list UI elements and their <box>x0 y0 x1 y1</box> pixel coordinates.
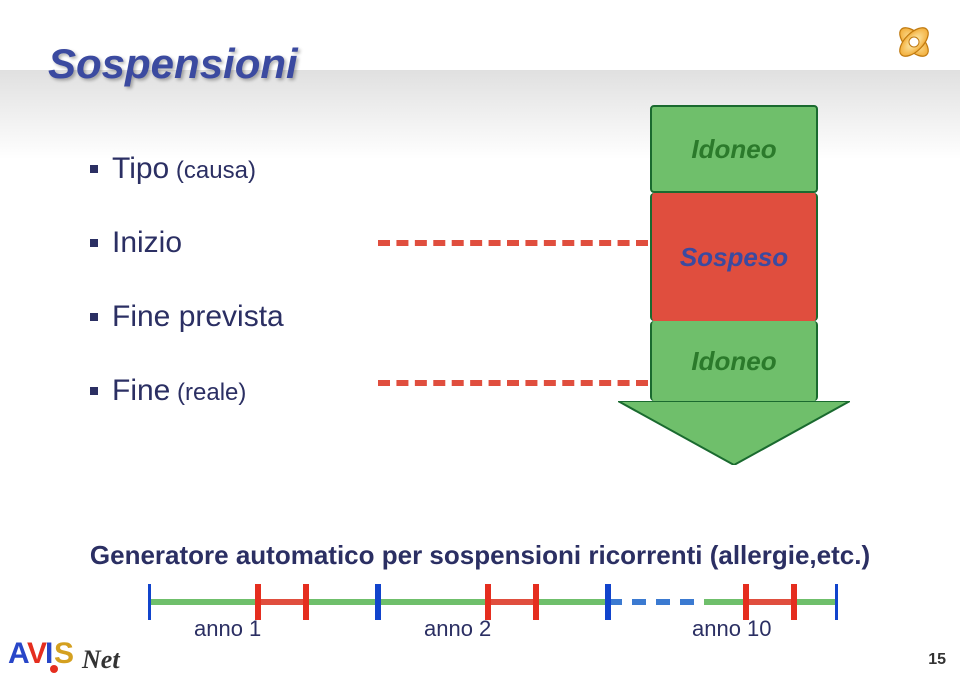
logo-mark-icon: A V I S <box>8 631 80 675</box>
year-label: anno 10 <box>692 616 772 642</box>
svg-text:S: S <box>54 637 74 670</box>
logo: A V I S Net <box>8 631 120 675</box>
bullet-text: Tipo <box>112 152 169 185</box>
status-idoneo-bottom: Idoneo <box>650 321 818 401</box>
svg-text:I: I <box>45 637 53 670</box>
bullet-item: Tipo (causa) <box>90 152 410 186</box>
status-sospeso: Sospeso <box>650 193 818 321</box>
status-label: Sospeso <box>680 242 788 273</box>
bullet-item: Fine (reale) <box>90 374 410 408</box>
bullet-text: Fine <box>112 374 170 407</box>
bullet-list: Tipo (causa) Inizio Fine prevista Fine (… <box>90 152 410 448</box>
status-label: Idoneo <box>691 346 776 377</box>
status-column: Idoneo Sospeso Idoneo <box>650 105 818 401</box>
dash-line-inizio <box>378 240 648 246</box>
bullet-text: Fine prevista <box>112 300 284 334</box>
year-label: anno 1 <box>194 616 261 642</box>
dash-line-fine <box>378 380 648 386</box>
bullet-paren: (reale) <box>170 379 246 406</box>
logo-text: Net <box>82 645 120 675</box>
page-number: 15 <box>928 651 946 669</box>
bullet-marker <box>90 313 98 321</box>
timeline: anno 1anno 2anno 10 <box>148 582 838 636</box>
bullet-marker <box>90 239 98 247</box>
status-idoneo-top: Idoneo <box>650 105 818 193</box>
page-title: Sospensioni <box>48 40 298 88</box>
status-label: Idoneo <box>691 134 776 165</box>
decor-x-icon <box>886 14 942 70</box>
bullet-item: Inizio <box>90 226 410 260</box>
bullet-marker <box>90 387 98 395</box>
svg-text:V: V <box>27 637 47 670</box>
bullet-paren: (causa) <box>169 157 256 184</box>
bullet-text: Inizio <box>112 226 182 260</box>
year-label: anno 2 <box>424 616 491 642</box>
caption-text: Generatore automatico per sospensioni ri… <box>0 540 960 571</box>
bullet-marker <box>90 165 98 173</box>
bullet-item: Fine prevista <box>90 300 410 334</box>
